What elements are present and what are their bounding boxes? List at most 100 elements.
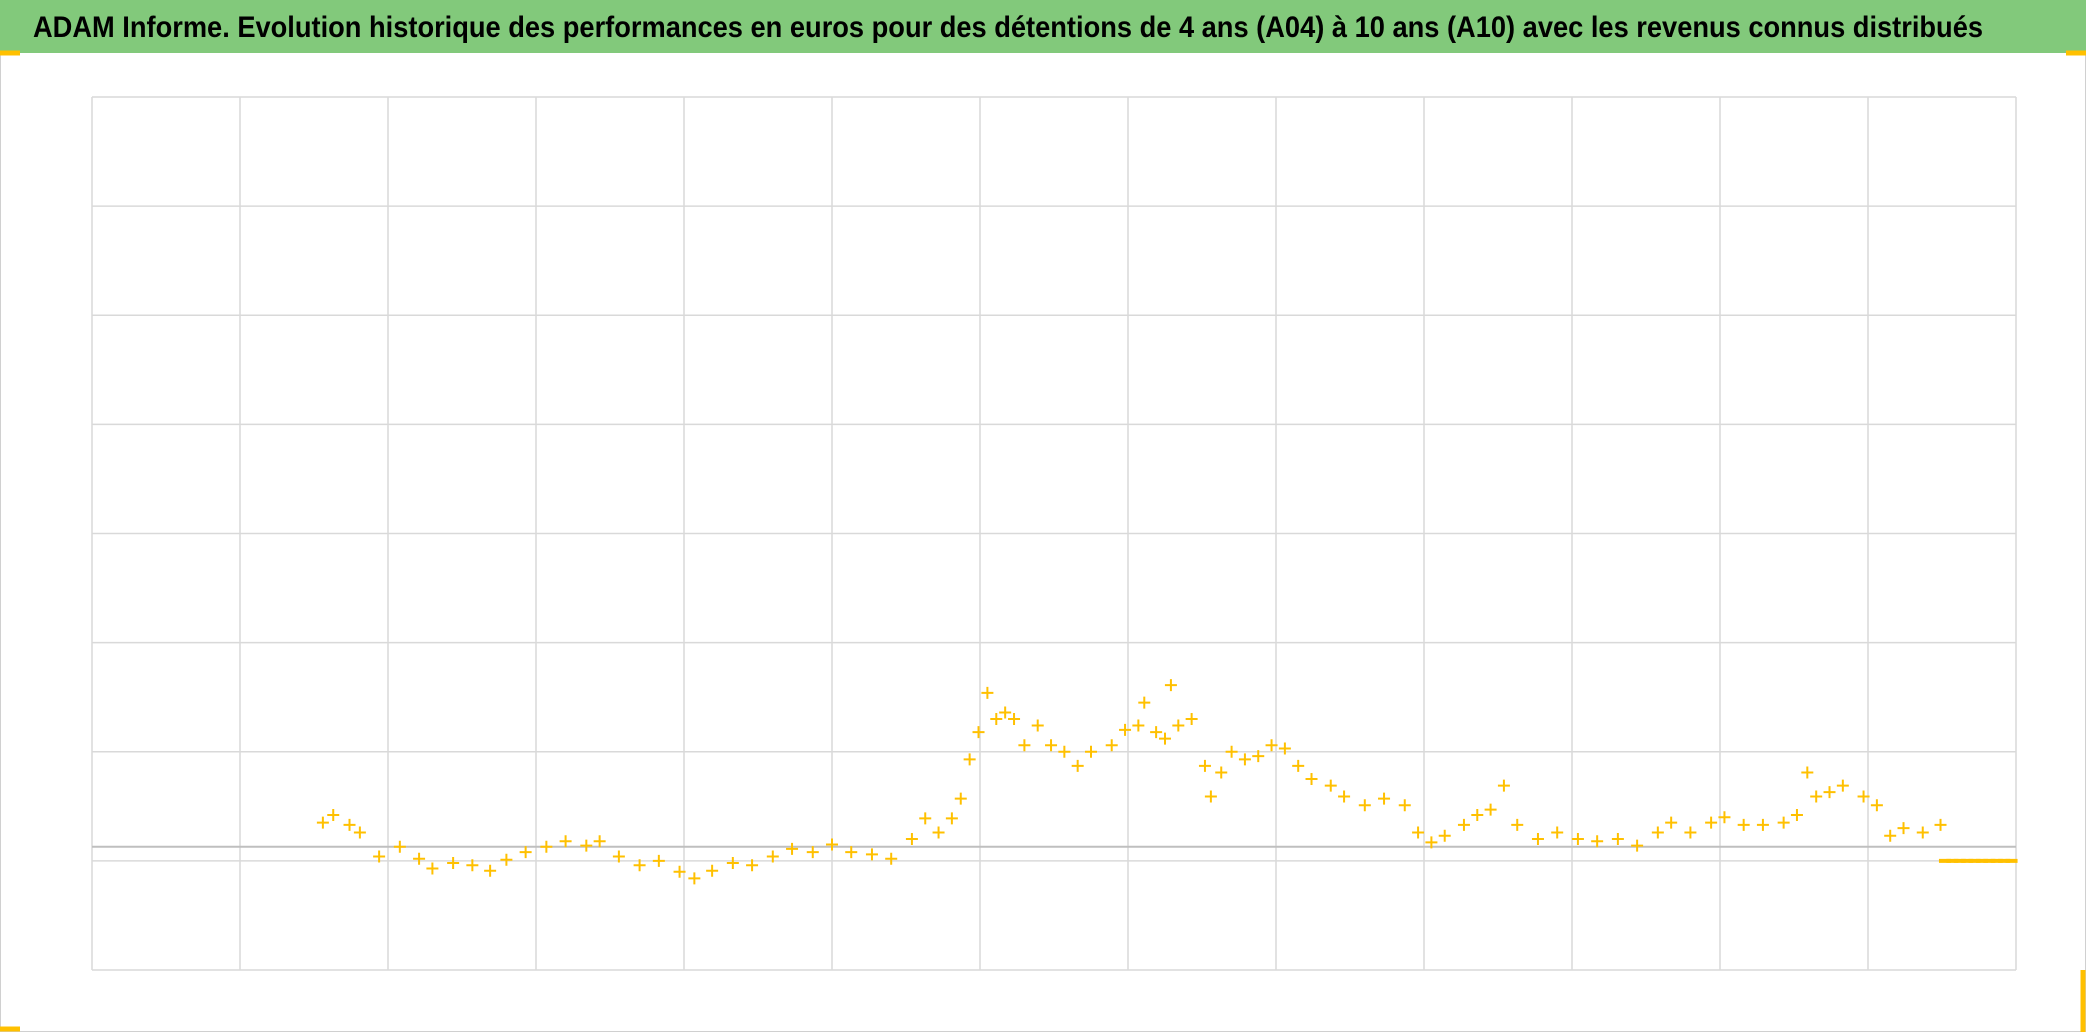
data-point (1085, 745, 1097, 758)
data-point (1884, 829, 1897, 842)
data-point (1398, 799, 1411, 812)
data-point (954, 792, 967, 805)
data-point (1471, 809, 1484, 822)
data-point (343, 818, 356, 831)
data-point (1338, 790, 1351, 803)
data-point (746, 859, 759, 872)
data-point (447, 857, 460, 870)
data-point (1031, 719, 1044, 732)
data-point (1756, 818, 1769, 831)
data-point (1008, 713, 1021, 726)
data-point (1278, 742, 1291, 755)
data-point (1531, 833, 1544, 846)
data-point (593, 835, 606, 848)
data-point (1497, 779, 1510, 792)
data-point (1292, 759, 1305, 772)
data-point (972, 726, 985, 739)
data-point (1378, 792, 1391, 805)
data-point (1631, 839, 1644, 852)
data-point (1305, 773, 1318, 786)
data-point (1252, 750, 1265, 763)
data-point (945, 812, 958, 825)
data-point (1132, 719, 1145, 732)
data-point (500, 853, 513, 866)
data-point (519, 846, 532, 859)
data-point (1150, 726, 1163, 739)
data-point (1801, 766, 1814, 779)
data-point (1777, 816, 1790, 829)
data-point (1897, 822, 1910, 835)
data-point (1684, 826, 1697, 839)
frame-corner (0, 50, 2086, 1032)
data-point (990, 713, 1003, 726)
data-point (466, 859, 479, 872)
data-point (919, 812, 932, 825)
data-point (1836, 779, 1849, 792)
data-point (393, 840, 406, 853)
data-point (1215, 766, 1228, 779)
data-point (1823, 786, 1836, 799)
data-point (484, 864, 497, 877)
data-point (1425, 836, 1438, 849)
data-point (373, 850, 386, 863)
title-bar (0, 0, 2086, 53)
data-point (426, 862, 439, 875)
data-point (540, 840, 553, 853)
data-point (413, 852, 426, 865)
data-point (1045, 739, 1058, 752)
data-point (1185, 713, 1198, 726)
data-point (905, 833, 918, 846)
data-point (1358, 799, 1371, 812)
data-point (999, 706, 1012, 719)
data-point (1105, 739, 1118, 752)
data-point (1238, 753, 1251, 766)
data-point (353, 826, 366, 839)
data-point (766, 850, 779, 863)
data-point (1159, 732, 1171, 745)
data-point (1324, 779, 1337, 792)
data-point (1119, 723, 1132, 736)
data-point (1591, 835, 1604, 848)
data-point (826, 838, 838, 851)
data-point (706, 864, 719, 877)
data-point (1551, 826, 1564, 839)
data-point (1857, 790, 1870, 803)
data-point (1225, 745, 1238, 758)
data-point (580, 839, 593, 852)
data-point (1611, 833, 1624, 846)
data-point (1071, 759, 1084, 772)
data-point (316, 816, 329, 829)
data-point (865, 848, 878, 861)
data-point (845, 846, 858, 859)
data-point (1412, 826, 1425, 839)
data-point (559, 835, 572, 848)
data-point (1484, 803, 1497, 816)
data-point (327, 809, 340, 822)
data-point (1916, 826, 1929, 839)
data-point (726, 857, 739, 870)
data-point (1810, 790, 1823, 803)
data-point (1718, 811, 1731, 824)
data-point (1204, 790, 1217, 803)
data-point (1457, 818, 1470, 831)
data-point (1705, 816, 1718, 829)
data-point (1438, 829, 1451, 842)
data-point (612, 850, 625, 863)
data-point (633, 859, 646, 872)
data-point (1665, 816, 1678, 829)
data-point (673, 865, 686, 878)
data-point (1058, 745, 1071, 758)
data-point (1198, 759, 1211, 772)
data-point (688, 872, 701, 885)
data-point (1265, 739, 1278, 752)
chart-title: ADAM Informe. Evolution historique des p… (33, 11, 1983, 44)
data-point (932, 826, 945, 839)
data-point (1651, 826, 1664, 839)
data-point (1018, 739, 1031, 752)
data-point (1790, 809, 1803, 822)
data-point (981, 686, 994, 699)
data-point (652, 854, 665, 867)
data-point (786, 842, 799, 855)
